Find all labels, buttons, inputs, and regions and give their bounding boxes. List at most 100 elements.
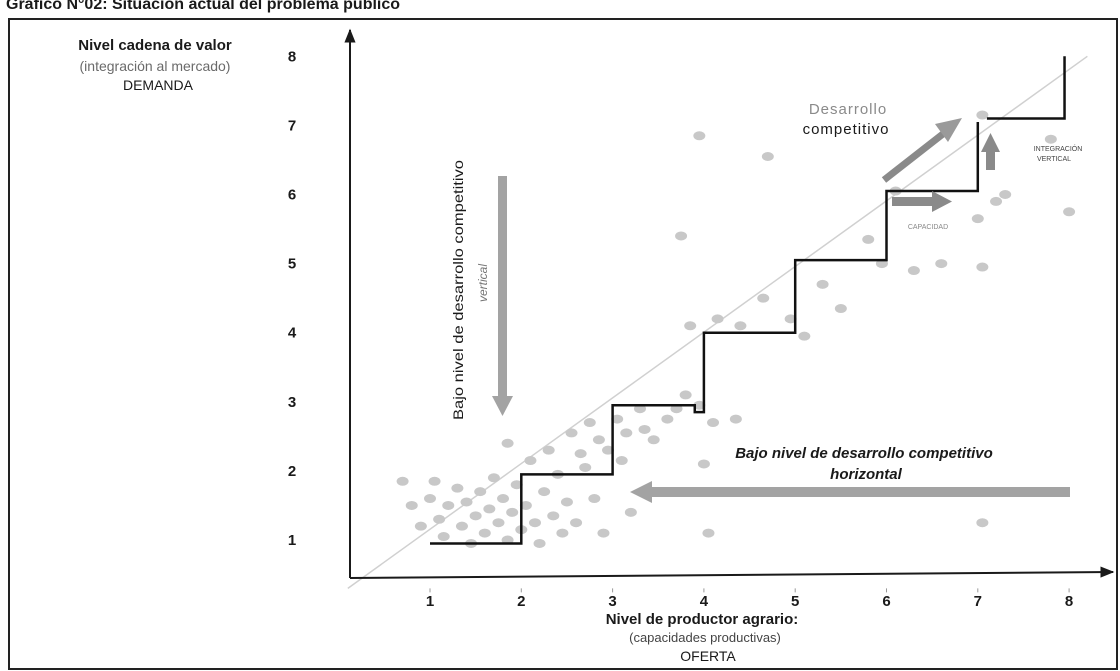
bajo-vertical-arrow — [492, 176, 513, 416]
integracion-label-line2: VERTICAL — [1037, 156, 1071, 163]
bajo-horizontal-arrow — [630, 481, 1070, 503]
capacidad-label: CAPACIDAD — [908, 224, 948, 231]
data-point — [487, 473, 500, 483]
x-axis-label-line3: OFERTA — [680, 648, 736, 664]
bajo-horizontal-label-line1: Bajo nivel de desarrollo competitivo — [735, 445, 993, 462]
data-point — [570, 518, 583, 528]
data-point — [542, 445, 555, 455]
data-point — [615, 456, 628, 466]
data-point — [675, 231, 688, 241]
capacidad-arrow — [892, 191, 952, 212]
data-point — [437, 532, 450, 542]
y-tick-label: 5 — [288, 256, 296, 273]
data-point — [611, 414, 624, 424]
data-point — [579, 462, 592, 472]
data-point — [492, 518, 505, 528]
y-axis-label-line3: DEMANDA — [123, 77, 194, 93]
data-point — [455, 521, 468, 531]
data-point — [528, 518, 541, 528]
data-point — [935, 259, 948, 269]
data-point — [478, 528, 491, 538]
data-point — [711, 314, 724, 324]
x-axis-label-line1: Nivel de productor agrario: — [606, 611, 799, 628]
x-tick-label: 2 — [517, 593, 525, 610]
y-tick-label: 6 — [288, 187, 296, 204]
data-point — [560, 497, 573, 507]
data-point — [474, 487, 487, 497]
x-axis-label-line2: (capacidades productivas) — [629, 630, 781, 645]
x-tick-label: 7 — [974, 593, 982, 610]
data-point — [999, 190, 1012, 199]
data-point — [433, 514, 446, 524]
data-point — [684, 321, 697, 331]
data-point — [761, 151, 774, 161]
data-point — [583, 418, 596, 428]
data-point — [556, 528, 569, 538]
data-point — [707, 418, 720, 428]
data-point — [451, 483, 464, 493]
data-point — [501, 438, 514, 448]
y-axis-label-line1: Nivel cadena de valor — [78, 37, 232, 54]
x-tick-label: 5 — [791, 593, 799, 610]
data-point — [524, 456, 537, 466]
integracion-arrow — [981, 133, 1000, 170]
data-point — [647, 435, 660, 445]
data-point — [428, 476, 441, 486]
data-point — [834, 304, 847, 314]
chart-frame — [8, 18, 1118, 670]
staircase-line — [430, 121, 980, 545]
data-point — [702, 528, 715, 538]
data-point — [510, 480, 523, 490]
figure-title: Gráfico N°02: Situación actual del probl… — [6, 0, 401, 13]
data-point — [784, 314, 797, 324]
desarrollo-arrow — [881, 118, 962, 183]
data-point — [976, 110, 989, 120]
data-point — [506, 507, 519, 517]
data-point — [442, 500, 455, 510]
data-point — [460, 497, 473, 507]
bajo-vertical-label-line2: vertical — [476, 264, 490, 302]
data-point — [497, 494, 510, 504]
data-point — [697, 459, 710, 469]
desarrollo-label-line2: competitivo — [803, 121, 890, 138]
bajo-horizontal-label-line2: horizontal — [830, 466, 902, 483]
data-point — [729, 414, 742, 424]
integracion-label-line1: INTEGRACIÓN — [1034, 144, 1083, 153]
data-point — [533, 538, 546, 548]
x-tick-label: 6 — [882, 593, 890, 610]
y-tick-label: 2 — [288, 463, 296, 480]
data-point — [971, 214, 984, 224]
data-point — [798, 331, 811, 341]
data-point — [620, 428, 633, 438]
data-point — [1044, 134, 1057, 144]
data-point — [414, 521, 427, 531]
data-point — [396, 476, 409, 486]
data-point — [592, 435, 605, 445]
upper-step-line — [986, 56, 1066, 120]
data-point — [519, 500, 532, 510]
y-tick-label: 4 — [288, 325, 297, 342]
bajo-vertical-label-line1: Bajo nivel de desarrollo competitivo — [450, 160, 466, 420]
x-tick-label: 8 — [1065, 593, 1073, 610]
data-point — [679, 390, 692, 400]
y-axis-label-line2: (integración al mercado) — [80, 58, 231, 74]
data-point — [602, 445, 615, 455]
data-point — [990, 196, 1003, 206]
data-point — [638, 424, 651, 434]
data-point — [693, 131, 706, 141]
y-tick-label: 3 — [288, 394, 296, 411]
data-point — [693, 400, 706, 410]
data-point — [588, 494, 601, 504]
data-point — [624, 507, 637, 517]
data-point — [483, 504, 496, 514]
data-point — [816, 279, 829, 289]
x-tick-label: 1 — [426, 593, 434, 610]
data-point — [405, 500, 418, 510]
data-point — [976, 262, 989, 272]
data-point — [565, 428, 578, 438]
data-point — [757, 293, 770, 303]
data-point — [547, 511, 560, 521]
data-point — [469, 511, 482, 521]
data-point — [862, 234, 875, 244]
